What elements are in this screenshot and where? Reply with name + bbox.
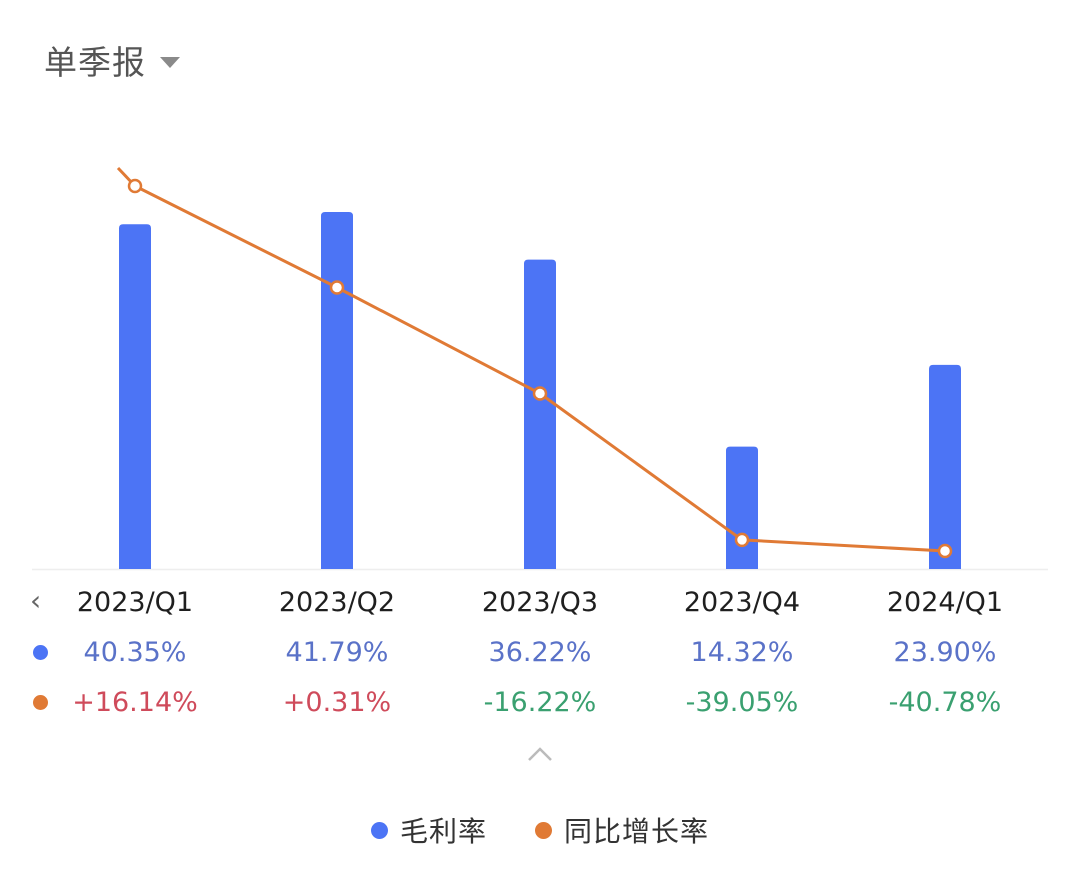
legend-item-series1[interactable]: 毛利率	[370, 810, 487, 850]
series2-value: -39.05%	[685, 687, 799, 718]
series2-marker-dot	[33, 695, 48, 710]
bar-2023-Q2	[321, 212, 353, 569]
legend-label-series2: 同比增长率	[564, 815, 710, 848]
series1-value: 36.22%	[488, 637, 592, 668]
legend-item-series2[interactable]: 同比增长率	[535, 810, 709, 850]
series1-value: 14.32%	[690, 637, 794, 668]
line-point-2023-Q2	[329, 280, 345, 295]
chevron-up-icon[interactable]	[525, 742, 555, 766]
series1-value: 23.90%	[893, 637, 997, 668]
category-label: 2024/Q1	[886, 587, 1004, 618]
category-label: 2023/Q2	[278, 587, 396, 618]
category-label: 2023/Q4	[683, 587, 801, 618]
bar-2024-Q1	[929, 364, 961, 569]
combo-chart	[32, 166, 1048, 571]
series2-value: -40.78%	[888, 687, 1002, 718]
line-point-2023-Q1	[127, 178, 143, 194]
series2-values-row: +16.14% +0.31% -16.22% -39.05% -40.78%	[0, 680, 1080, 726]
legend-dot-series1	[370, 821, 388, 839]
bar-2023-Q4	[726, 446, 758, 569]
line-point-2024-Q1	[937, 543, 953, 559]
series1-values-row: 40.35% 41.79% 36.22% 14.32% 23.90%	[0, 630, 1080, 676]
series1-value: 40.35%	[83, 637, 187, 668]
legend-label-series1: 毛利率	[399, 815, 487, 848]
line-point-2023-Q4	[734, 532, 750, 548]
series2-value: +0.31%	[282, 687, 392, 718]
category-label: 2023/Q1	[76, 587, 194, 618]
category-row: 2023/Q1 2023/Q2 2023/Q3 2023/Q4 2024/Q1	[0, 580, 1080, 626]
bar-2023-Q3	[524, 259, 556, 569]
chevron-left-icon[interactable]: ‹	[30, 584, 42, 617]
line-point-2023-Q3	[532, 386, 548, 401]
bar-2023-Q1	[119, 224, 151, 569]
series2-value: +16.14%	[72, 687, 198, 718]
legend: 毛利率 同比增长率	[0, 808, 1080, 852]
series1-marker-dot	[33, 645, 48, 660]
period-label: 单季报	[44, 43, 146, 82]
caret-down-icon	[160, 56, 180, 68]
series1-value: 41.79%	[285, 637, 389, 668]
category-label: 2023/Q3	[481, 587, 599, 618]
series2-value: -16.22%	[483, 687, 597, 718]
legend-dot-series2	[535, 821, 552, 839]
period-selector[interactable]: 单季报	[44, 38, 180, 82]
